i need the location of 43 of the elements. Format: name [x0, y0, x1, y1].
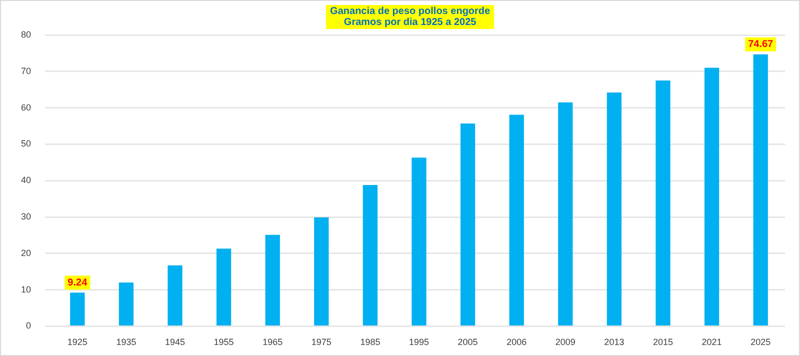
bar: [118, 282, 134, 326]
x-tick-label: 2013: [604, 337, 624, 348]
y-tick-label: 60: [20, 102, 32, 112]
x-tick-label: 2005: [458, 337, 478, 348]
data-label: 9.24: [68, 277, 88, 288]
bar: [314, 217, 329, 326]
x-tick-label: 1935: [116, 337, 136, 348]
bar: [168, 265, 182, 326]
y-tick-label: 30: [20, 211, 32, 222]
y-tick-label: 80: [20, 29, 32, 40]
bar: [704, 68, 720, 326]
bar: [558, 102, 573, 326]
x-tick-label: 1965: [262, 337, 283, 348]
x-tick-label: 2006: [506, 337, 527, 348]
bar: [362, 184, 378, 326]
x-tick-label: 2015: [652, 337, 674, 348]
y-tick-label: 70: [20, 66, 32, 76]
y-tick-label: 0: [26, 320, 32, 331]
x-tick-label: 2021: [702, 337, 722, 348]
chart-title: Ganancia de peso pollos engorde: [330, 6, 490, 17]
bar: [216, 248, 232, 326]
bar: [753, 54, 768, 326]
y-tick-label: 10: [20, 284, 32, 294]
x-tick-label: 1955: [214, 337, 234, 348]
x-tick-label: 1945: [164, 337, 186, 348]
x-tick-label: 1995: [408, 337, 430, 348]
chart-subtitle: Gramos por dia 1925 a 2025: [342, 17, 478, 28]
bar: [460, 123, 476, 326]
y-tick-label: 40: [20, 175, 32, 186]
x-tick-label: 1975: [311, 337, 332, 348]
x-tick-label: 2009: [555, 337, 576, 348]
x-tick-label: 1925: [67, 337, 88, 348]
bar: [606, 92, 622, 326]
bar: [70, 292, 85, 326]
y-tick-label: 20: [20, 248, 32, 258]
y-tick-label: 50: [20, 138, 32, 149]
data-label: 74.67: [748, 39, 774, 50]
bar: [265, 234, 280, 326]
bar: [509, 114, 524, 326]
bar: [656, 80, 670, 326]
x-tick-label: 2025: [750, 337, 771, 348]
x-tick-label: 1985: [360, 337, 380, 348]
bar: [412, 158, 426, 326]
